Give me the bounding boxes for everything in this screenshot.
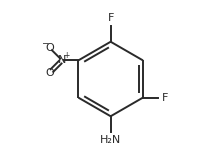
Text: +: + (63, 51, 69, 60)
Text: F: F (162, 93, 168, 103)
Text: N: N (58, 55, 66, 65)
Text: O: O (45, 68, 54, 78)
Text: H₂N: H₂N (100, 135, 121, 145)
Text: −: − (41, 39, 49, 48)
Text: F: F (108, 13, 114, 23)
Text: O: O (45, 43, 54, 53)
